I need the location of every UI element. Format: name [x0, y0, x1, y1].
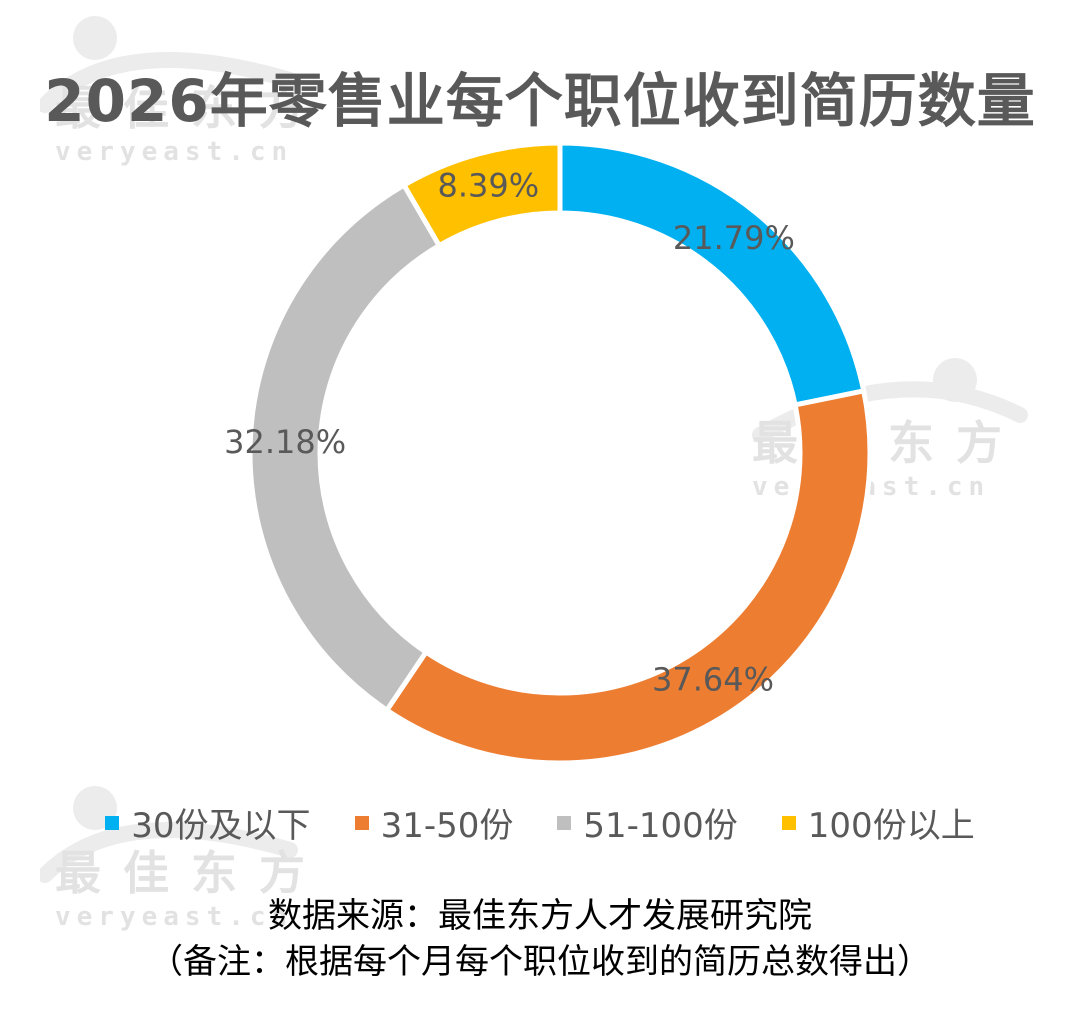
legend-label: 100份以上 — [807, 806, 975, 846]
data-label: 37.64% — [652, 661, 774, 699]
data-label: 21.79% — [673, 219, 795, 257]
legend-item: 30份及以下 — [105, 798, 311, 847]
legend-swatch — [354, 815, 369, 830]
legend-item: 51-100份 — [557, 798, 738, 847]
data-label: 8.39% — [438, 166, 540, 204]
donut-slice — [557, 140, 867, 408]
donut-slice — [247, 182, 442, 713]
remark-note: （备注：根据每个月每个职位收到的简历总数得出） — [149, 942, 931, 982]
legend-swatch — [557, 815, 572, 830]
data-label: 32.18% — [224, 423, 346, 461]
donut-slice — [401, 140, 563, 249]
legend-label: 31-50份 — [380, 806, 514, 846]
legend-item: 100份以上 — [781, 798, 975, 847]
legend-swatch — [105, 815, 120, 830]
data-source-note: 数据来源：最佳东方人才发展研究院 — [268, 896, 812, 936]
legend-swatch — [781, 815, 796, 830]
legend-label: 30份及以下 — [131, 806, 311, 846]
legend-label: 51-100份 — [583, 806, 738, 846]
chart-legend: 30份及以下 31-50份 51-100份 100份以上 — [0, 798, 1080, 847]
donut-slice — [384, 388, 873, 766]
legend-item: 31-50份 — [354, 798, 514, 847]
